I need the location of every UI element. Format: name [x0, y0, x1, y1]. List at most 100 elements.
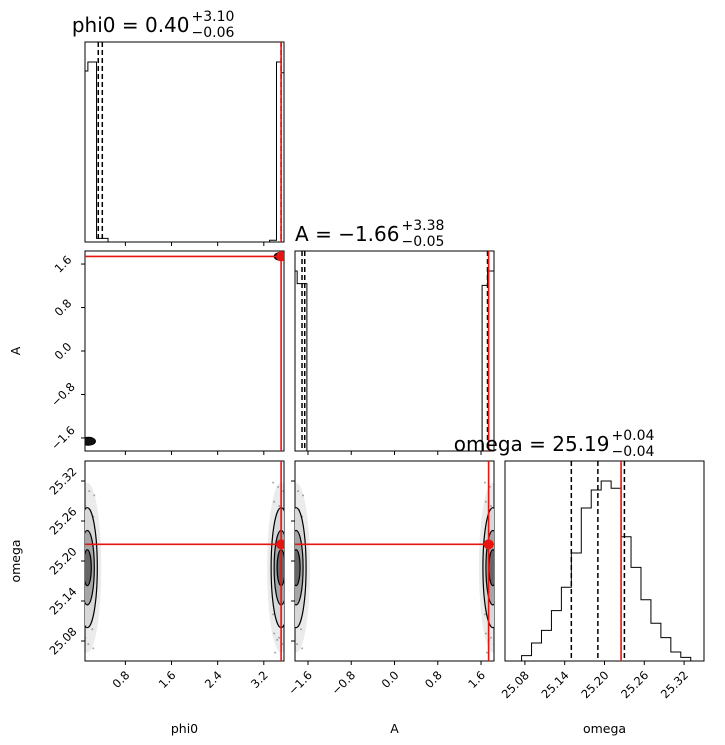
panel-omega-vs-phi0-marks [78, 461, 290, 661]
panel-omega-vs-A-marks [287, 461, 502, 661]
ytick-label-A-2: 0.0 [52, 340, 75, 363]
scatter-point [297, 490, 300, 493]
contour-inner [85, 549, 92, 587]
scatter-point [278, 505, 281, 508]
scatter-point [500, 594, 502, 596]
scatter-point [79, 633, 81, 635]
scatter-point [498, 647, 500, 649]
scatter-point [278, 636, 281, 639]
truth-point-omega_vs_A [483, 539, 494, 550]
scatter-point [492, 643, 494, 646]
histogram-A [295, 270, 494, 451]
scatter-point [88, 490, 91, 493]
xtick-label-phi0-0: 0.8 [110, 668, 133, 691]
title-plus-A: +3.38 [402, 218, 445, 234]
scatter-point [499, 535, 501, 537]
scatter-point [497, 588, 499, 590]
scatter-point [78, 573, 80, 575]
xtick-label-omega-3: 25.26 [618, 668, 651, 701]
xlabel-phi0: phi0 [171, 721, 198, 736]
scatter-point [484, 632, 487, 635]
scatter-point [495, 550, 497, 552]
panel-A-vs-phi0-marks [85, 251, 284, 451]
scatter-point [286, 647, 288, 649]
scatter-point [273, 632, 276, 635]
scatter-point [78, 482, 80, 484]
title-minus-A: −0.05 [402, 234, 445, 250]
title-main-A: A = −1.66 [295, 222, 399, 246]
scatter-point [79, 501, 81, 503]
scatter-point [290, 579, 292, 581]
scatter-point [300, 628, 303, 631]
scatter-point [286, 516, 288, 518]
scatter-point [272, 481, 275, 484]
xtick-label-phi0-3: 3.2 [248, 668, 271, 691]
scatter-point [496, 569, 498, 571]
cluster-omega_vs_A-1 [478, 481, 502, 654]
scatter-point [302, 494, 305, 497]
scatter-point [291, 599, 293, 601]
xtick-label-omega-2: 25.20 [578, 668, 611, 701]
title-plus-phi0: +3.10 [192, 9, 235, 25]
text-layer: −1.6−0.80.00.81.60.8 1.6 2.4 3.225.0825.142… [8, 9, 691, 736]
scatter-point [82, 599, 84, 601]
ytick-label-omega-2: 25.20 [46, 544, 79, 577]
xtick-label-A-3: 0.8 [422, 668, 445, 691]
scatter-point [483, 481, 486, 484]
scatter-point [93, 494, 96, 497]
ytick-label-A-0: −1.6 [48, 423, 78, 453]
ytick-label-A-1: −0.8 [48, 380, 78, 410]
panel-A-vs-phi0-frame [84, 250, 285, 452]
scatter-point [295, 637, 296, 639]
panels-layer [81, 41, 705, 665]
panel-phi0-vs-phi0-frame [84, 41, 285, 243]
truth-point-A_vs_phi0 [276, 251, 284, 262]
cluster-omega_vs_phi0-0 [78, 482, 102, 653]
scatter-point [485, 651, 488, 654]
panel-A-vs-A-marks [295, 251, 494, 451]
scatter-point [272, 613, 275, 616]
scatter-point [295, 505, 296, 507]
scatter-point [484, 500, 487, 503]
xlabel-omega: omega [583, 721, 626, 736]
scatter-point [276, 638, 279, 641]
scatter-point [81, 539, 83, 541]
scatter-point [85, 505, 87, 508]
xtick-label-omega-4: 25.32 [658, 668, 691, 701]
ytick-label-A-3: 0.8 [52, 296, 75, 319]
ytick-label-omega-1: 25.14 [46, 584, 79, 617]
scatter-point [296, 643, 299, 646]
scatter-point [273, 500, 276, 503]
histogram-phi0 [85, 61, 284, 242]
scatter-point [488, 485, 491, 488]
marks-layer [78, 42, 692, 661]
scatter-point [277, 485, 280, 488]
scatter-point [292, 618, 294, 620]
scatter-point [285, 588, 287, 590]
xlabel-A: A [390, 721, 399, 736]
scatter-point [288, 594, 290, 596]
title-plus-omega: +0.04 [612, 428, 655, 444]
ylabel-A: A [8, 346, 23, 355]
scatter-point [85, 636, 87, 639]
truth-point-omega_vs_phi0 [276, 539, 284, 550]
scatter-point [489, 505, 492, 508]
scatter-point [489, 636, 492, 639]
scatter-point [82, 558, 84, 560]
scatter-point [87, 643, 90, 646]
histogram-omega [521, 480, 692, 661]
ytick-label-omega-4: 25.32 [46, 464, 79, 497]
scatter-point [287, 613, 289, 615]
ylabel-omega: omega [8, 539, 23, 582]
panel-omega-vs-omega-marks [521, 461, 692, 661]
title-A: A = −1.66 +3.38−0.05 [295, 218, 444, 250]
panel-A-vs-A-frame [294, 250, 495, 452]
scatter-point [289, 560, 291, 562]
xtick-label-A-1: −0.8 [329, 668, 359, 698]
title-omega: omega = 25.19 +0.04−0.04 [454, 428, 655, 460]
scatter-point [289, 652, 291, 654]
scatter-point [292, 486, 294, 488]
scatter-point [287, 535, 289, 537]
panel-omega-vs-phi0-frame [84, 460, 285, 662]
